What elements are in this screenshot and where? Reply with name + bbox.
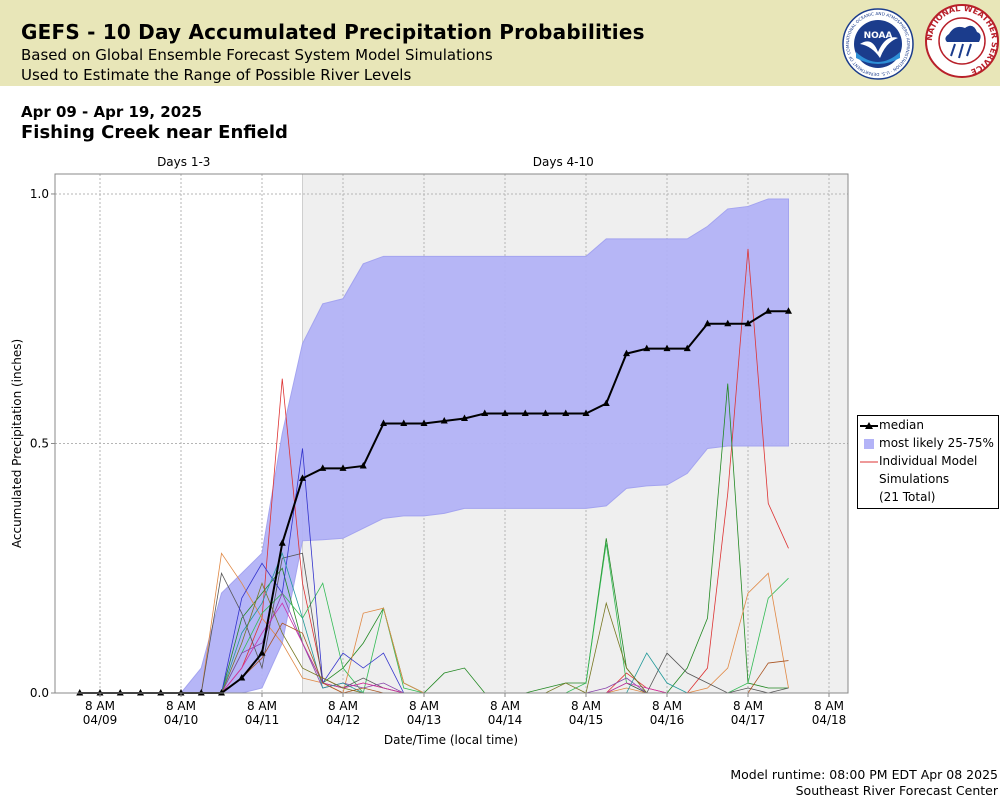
x-tick-time-label: 8 AM <box>409 699 439 713</box>
median-point <box>582 409 590 417</box>
median-point <box>562 409 570 417</box>
x-tick-time-label: 8 AM <box>652 699 682 713</box>
subtitle-line-1: Based on Global Ensemble Forecast System… <box>21 46 493 64</box>
noaa-logo-text: NOAA <box>864 31 893 41</box>
legend-label-median: median <box>879 418 924 432</box>
x-tick-time-label: 8 AM <box>166 699 196 713</box>
x-tick-date-label: 04/13 <box>407 713 442 727</box>
forecast-center: Southeast River Forecast Center <box>795 783 998 798</box>
x-axis-label: Date/Time (local time) <box>384 733 518 747</box>
median-point <box>481 409 489 417</box>
median-point <box>258 649 266 656</box>
region-label-days-4-10: Days 4-10 <box>533 155 594 169</box>
x-tick-date-label: 04/12 <box>326 713 361 727</box>
model-runtime: Model runtime: 08:00 PM EDT Apr 08 2025 <box>730 767 998 782</box>
median-point <box>440 417 448 424</box>
y-tick-label: 1.0 <box>30 187 49 201</box>
x-tick-time-label: 8 AM <box>328 699 358 713</box>
median-point <box>197 689 205 696</box>
x-tick-time-label: 8 AM <box>814 699 844 713</box>
median-point <box>663 344 671 352</box>
location-name: Fishing Creek near Enfield <box>21 122 288 143</box>
legend-label-range: most likely 25-75% <box>879 436 994 450</box>
legend-item-range: most likely 25-75% <box>858 436 998 452</box>
median-legend-icon <box>860 422 878 429</box>
date-range: Apr 09 - Apr 19, 2025 <box>21 103 203 121</box>
median-point <box>177 689 185 696</box>
median-point <box>238 674 246 681</box>
x-tick-date-label: 04/17 <box>731 713 766 727</box>
median-point <box>420 419 428 427</box>
median-point <box>380 419 387 427</box>
median-point <box>218 689 225 696</box>
y-axis-label: Accumulated Precipitation (inches) <box>10 339 24 548</box>
y-tick-label: 0.5 <box>30 436 49 450</box>
chart-legend: median most likely 25-75% Individual Mod… <box>857 415 999 509</box>
median-point <box>501 409 509 417</box>
likely-range-band <box>179 198 789 694</box>
legend-item-individual-2: Simulations <box>858 472 998 488</box>
member-legend-icon <box>860 461 878 463</box>
x-tick-time-label: 8 AM <box>85 699 115 713</box>
median-point <box>521 409 529 417</box>
x-tick-time-label: 8 AM <box>571 699 601 713</box>
median-point <box>339 464 347 471</box>
legend-item-median: median <box>858 418 998 434</box>
x-tick-date-label: 04/11 <box>245 713 280 727</box>
x-tick-date-label: 04/09 <box>83 713 118 727</box>
median-point <box>137 689 144 696</box>
legend-item-individual-3: (21 Total) <box>858 490 998 506</box>
median-point <box>278 539 286 546</box>
median-point <box>299 474 306 481</box>
median-point <box>623 349 630 357</box>
nws-logo-icon: NATIONAL WEATHER SERVICE <box>925 4 999 78</box>
noaa-logo-icon: NOAA NATIONAL OCEANIC AND ATMOSPHERIC AD… <box>842 8 914 80</box>
x-tick-date-label: 04/14 <box>488 713 523 727</box>
x-tick-time-label: 8 AM <box>733 699 763 713</box>
legend-item-individual: Individual Model <box>858 454 998 470</box>
plot-frame <box>54 173 849 694</box>
median-point <box>602 399 610 407</box>
legend-label-individual-2: Simulations <box>879 472 950 486</box>
median-point <box>400 419 408 427</box>
y-tick-label: 0.0 <box>30 686 49 700</box>
median-point <box>744 319 752 327</box>
x-tick-time-label: 8 AM <box>247 699 277 713</box>
median-point <box>704 319 711 327</box>
median-point <box>683 344 691 352</box>
median-point <box>461 414 468 422</box>
x-tick-date-label: 04/16 <box>650 713 685 727</box>
legend-label-individual-1: Individual Model <box>879 454 978 468</box>
page-title: GEFS - 10 Day Accumulated Precipitation … <box>21 20 645 44</box>
median-point <box>643 344 651 352</box>
median-point <box>96 689 104 696</box>
median-point <box>76 689 84 696</box>
median-point <box>724 319 732 327</box>
x-tick-date-label: 04/18 <box>812 713 847 727</box>
median-point <box>116 689 124 696</box>
median-point <box>359 461 367 469</box>
x-tick-time-label: 8 AM <box>490 699 520 713</box>
legend-label-individual-3: (21 Total) <box>879 490 936 504</box>
median-point <box>785 307 792 314</box>
band-legend-icon <box>864 439 874 449</box>
x-tick-date-label: 04/10 <box>164 713 199 727</box>
x-tick-date-label: 04/15 <box>569 713 604 727</box>
median-point <box>764 307 772 314</box>
median-point <box>157 689 165 696</box>
median-point <box>542 409 549 417</box>
median-point <box>319 464 327 471</box>
header-banner: GEFS - 10 Day Accumulated Precipitation … <box>0 0 1000 86</box>
subtitle-line-2: Used to Estimate the Range of Possible R… <box>21 66 412 84</box>
region-label-days-1-3: Days 1-3 <box>157 155 210 169</box>
